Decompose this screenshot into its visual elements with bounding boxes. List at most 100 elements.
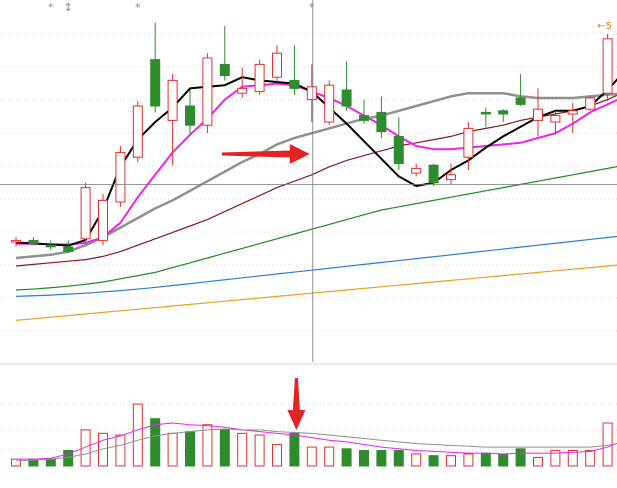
candle-body xyxy=(550,115,561,123)
candle xyxy=(150,22,161,113)
candle xyxy=(45,240,56,250)
volume-bar xyxy=(306,446,317,467)
candle-body xyxy=(376,111,387,133)
candle xyxy=(411,163,422,177)
marker-glyph: ↕ xyxy=(64,1,73,14)
volume-bar xyxy=(463,453,474,467)
candle xyxy=(376,96,387,138)
candle xyxy=(550,110,561,135)
candle-body xyxy=(324,84,335,123)
candle xyxy=(254,59,265,95)
volume-bar xyxy=(289,432,300,467)
candle xyxy=(115,146,126,207)
candle-body xyxy=(167,79,178,121)
candle-body xyxy=(28,239,39,245)
candle-body xyxy=(254,63,265,93)
candle-body xyxy=(237,87,248,94)
volume-bar xyxy=(272,444,282,467)
candle-body xyxy=(219,63,230,77)
top-right-label: ←5 xyxy=(597,21,612,32)
marker-glyph: * xyxy=(135,1,141,14)
arrow-down-annotation xyxy=(287,378,306,430)
candle xyxy=(80,182,91,242)
candle xyxy=(28,237,39,246)
candle-body xyxy=(150,59,161,107)
volume-bar xyxy=(324,446,335,467)
marker-glyph: * xyxy=(48,1,54,14)
volume-bar xyxy=(515,448,526,467)
volume-bar xyxy=(550,450,561,467)
candle xyxy=(359,99,369,124)
volume-bar xyxy=(237,432,248,467)
candle xyxy=(132,101,143,162)
candle-body xyxy=(463,127,474,158)
volume-bar xyxy=(11,458,21,467)
volume-bar xyxy=(376,450,387,467)
annotations xyxy=(221,144,310,430)
volume-bar xyxy=(45,458,56,467)
volume-bar xyxy=(167,432,178,467)
candle xyxy=(11,237,21,247)
volume-ma-line xyxy=(15,428,617,462)
arrow-right-annotation xyxy=(221,144,310,164)
volume-bar xyxy=(567,450,578,467)
candle xyxy=(428,163,439,186)
candle xyxy=(446,163,456,185)
candles xyxy=(11,22,613,254)
volume-bar xyxy=(480,452,491,467)
candle-body xyxy=(306,86,317,101)
ma-line-ma_orange xyxy=(15,264,617,321)
volume-bar xyxy=(533,456,543,467)
candle xyxy=(219,26,230,81)
volume-bar xyxy=(341,448,352,467)
volume-bar xyxy=(428,455,439,467)
candle xyxy=(480,107,491,127)
crosshair[interactable] xyxy=(0,0,617,362)
candle xyxy=(237,67,248,98)
ma-line-ma_blue xyxy=(15,235,617,297)
candle-body xyxy=(341,89,352,107)
candle xyxy=(533,88,543,137)
volume-bar xyxy=(359,450,369,467)
candle-body xyxy=(393,135,404,165)
volume-bar xyxy=(202,424,213,467)
volume-bar xyxy=(393,450,404,467)
candle-body xyxy=(359,115,369,121)
volume-ma-line xyxy=(16,422,617,460)
candle-body xyxy=(45,244,56,248)
volume-bar xyxy=(498,453,509,467)
volume-bar xyxy=(150,418,161,467)
candle xyxy=(306,64,317,122)
marker-glyph: * xyxy=(309,1,315,14)
volume-bar xyxy=(219,429,230,467)
volume-bar xyxy=(185,431,195,467)
ma-line-ma_darkred xyxy=(15,94,617,267)
candle xyxy=(393,117,404,170)
candle-body xyxy=(11,239,21,243)
candle-body xyxy=(411,167,422,174)
ma-line-ma_gray xyxy=(15,91,617,260)
candle-body xyxy=(98,199,108,241)
candle xyxy=(98,194,108,246)
volume-pane xyxy=(11,403,617,467)
candle xyxy=(202,53,213,134)
candle xyxy=(463,122,474,170)
volume-bar xyxy=(585,450,596,467)
candle-body xyxy=(498,110,509,115)
candle-body xyxy=(202,57,213,126)
moving-average-lines xyxy=(15,76,617,321)
candle-body xyxy=(567,110,578,115)
candle xyxy=(289,45,300,95)
candle-body xyxy=(446,174,456,181)
candle xyxy=(185,90,195,135)
candle xyxy=(585,96,596,111)
candle-body xyxy=(132,105,143,158)
candle-body xyxy=(63,246,74,253)
candle xyxy=(63,240,74,254)
candle-body xyxy=(185,105,195,126)
ma-line-ma_mid xyxy=(15,82,617,246)
candle-body xyxy=(515,97,526,105)
candle xyxy=(515,74,526,106)
volume-bar xyxy=(115,434,126,467)
